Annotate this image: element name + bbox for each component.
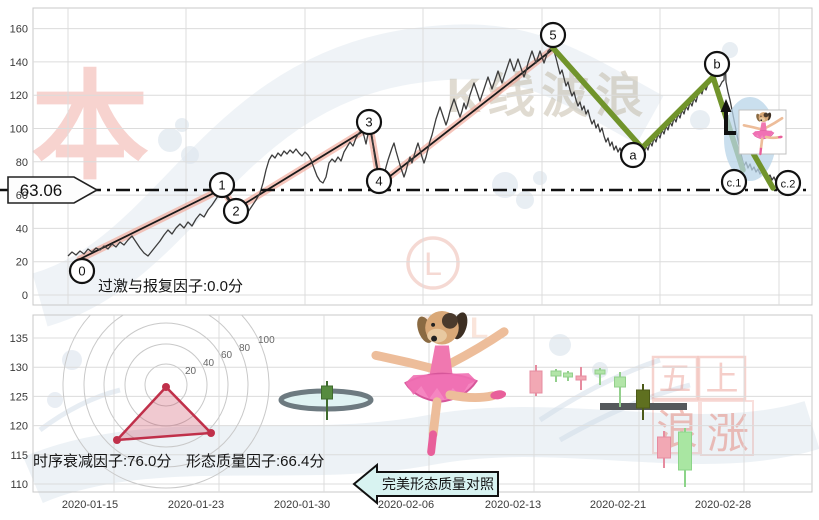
wave-circle — [720, 168, 748, 196]
candle-body — [321, 385, 333, 400]
radar-ring — [144, 363, 188, 407]
y-tick-label: 120 — [10, 90, 28, 102]
candle-body — [678, 431, 692, 471]
impulse-factor-label: 过激与报复因子:0.0分 — [98, 277, 243, 295]
red-seal-grid: 五 上 浪 涨 — [651, 355, 754, 457]
candle-body — [594, 369, 606, 375]
quality-factor-label: 形态质量因子:66.4分 — [186, 453, 324, 470]
x-date-label: 2020-01-15 — [62, 499, 118, 511]
top-price-panel: 0 12 3 4 5 a b c.1 c.2 63.06 过激与报复因子:0.0分 0 20 40 6… — [0, 7, 813, 306]
candle-body — [550, 370, 562, 377]
wave-circle — [355, 108, 383, 136]
x-date-label: 2020-02-21 — [590, 499, 646, 511]
wave-circle — [208, 171, 236, 199]
wave-label-circles: 0 12 3 4 5 a b c.1 c.2 — [68, 21, 802, 285]
wave-circle-label: b — [713, 57, 720, 72]
top-panel-gridlines — [33, 8, 812, 305]
y-tick-label: 135 — [10, 333, 28, 345]
candle-body — [529, 370, 543, 394]
y-tick-label: 100 — [10, 124, 28, 136]
factor-radar-chart: 20 40 60 80 100 — [62, 315, 275, 489]
radar-ring-label: 40 — [203, 358, 215, 369]
candlestick-series — [321, 365, 692, 487]
radar-ring — [83, 315, 249, 468]
candle-body — [614, 376, 626, 388]
bottom-factor-panel: 20 40 60 80 100 时序衰减因子:76.0分 形态质量因子:66.4分 完美… — [10, 282, 813, 511]
decay-factor-label: 时序衰减因子:76.0分 — [33, 453, 171, 470]
radar-ring — [124, 343, 208, 427]
wave-circle — [365, 167, 393, 195]
left-arrow-banner — [352, 462, 499, 506]
bottom-y-axis-labels: 110 115 120 125 130 135 — [10, 333, 28, 491]
seal-char-4: 涨 — [707, 410, 749, 457]
perfect-pattern-callout: 完美形态质量对照 — [352, 462, 499, 506]
radar-vertex-dot — [207, 429, 215, 437]
wave-circle-label: 3 — [365, 115, 372, 130]
wave-circle — [539, 21, 567, 49]
wave-circle-label: 0 — [78, 264, 85, 279]
candle-body — [575, 375, 587, 381]
wave-circle-label: c.1 — [727, 178, 742, 190]
perfect-pattern-label: 完美形态质量对照 — [382, 476, 494, 492]
brand-watermark-text: K线波浪 — [447, 70, 650, 123]
y-tick-label: 125 — [10, 391, 28, 403]
top-y-axis-labels: 0 20 40 60 80 100 120 140 160 — [10, 24, 28, 302]
correction-leg-tail — [750, 150, 776, 191]
seal-char-1: 五 — [659, 360, 692, 397]
wave-circle-label: a — [629, 148, 637, 163]
x-axis-date-labels: 2020-01-15 2020-01-23 2020-01-30 2020-02-06… — [62, 499, 751, 511]
y-tick-label: 40 — [16, 223, 28, 235]
radar-ring — [62, 315, 270, 489]
abc-correction-line-tail — [750, 150, 776, 191]
radar-ring — [103, 322, 229, 448]
level-callout-banner — [7, 176, 99, 204]
radar-triangle — [113, 385, 214, 442]
x-date-label: 2020-02-06 — [378, 499, 434, 511]
level-callout-value: 63.06 — [20, 181, 63, 200]
wave-circle-label: 4 — [375, 174, 382, 189]
circle-l-letter: L — [424, 246, 442, 282]
y-tick-label: 80 — [16, 157, 28, 169]
wave-circle — [222, 197, 250, 225]
radar-ring-label: 20 — [185, 366, 197, 377]
y-tick-label: 120 — [10, 421, 28, 433]
y-tick-label: 0 — [22, 290, 28, 302]
candle-body — [636, 389, 650, 409]
candle-body — [563, 372, 573, 378]
wave-circle-label: 5 — [549, 28, 556, 43]
candle-body — [657, 436, 671, 459]
x-date-label: 2020-02-13 — [485, 499, 541, 511]
y-tick-label: 160 — [10, 24, 28, 36]
circle-l-stamp: L — [406, 236, 460, 290]
wave-circle — [619, 141, 647, 169]
up-arrow-connector — [724, 108, 736, 135]
radar-ring-label: 80 — [239, 343, 251, 354]
wave-circle — [774, 169, 802, 197]
price-line-series — [67, 47, 791, 257]
wave-circle-label: 2 — [232, 204, 239, 219]
x-date-label: 2020-01-23 — [168, 499, 224, 511]
wave-circle — [68, 257, 96, 285]
y-tick-label: 140 — [10, 57, 28, 69]
up-arrow-head — [720, 99, 732, 112]
y-tick-label: 115 — [10, 450, 28, 462]
seal-char-2: 上 — [706, 360, 739, 397]
level-callout: 63.06 — [7, 176, 99, 204]
radar-ring-label: 60 — [221, 350, 233, 361]
x-date-label: 2020-02-28 — [695, 499, 751, 511]
wave-circle-label: c.2 — [781, 179, 796, 191]
radar-ring-label: 100 — [258, 335, 275, 346]
y-tick-label: 60 — [16, 190, 28, 202]
radar-vertex-dot — [162, 383, 170, 391]
y-tick-label: 20 — [16, 257, 28, 269]
y-tick-label: 130 — [10, 362, 28, 374]
x-date-label: 2020-01-30 — [274, 499, 330, 511]
wave-circle-label: 1 — [218, 178, 225, 193]
wave-circle — [703, 50, 731, 78]
radar-vertex-dot — [113, 436, 121, 444]
price-line — [67, 47, 791, 257]
y-tick-label: 110 — [10, 479, 28, 491]
